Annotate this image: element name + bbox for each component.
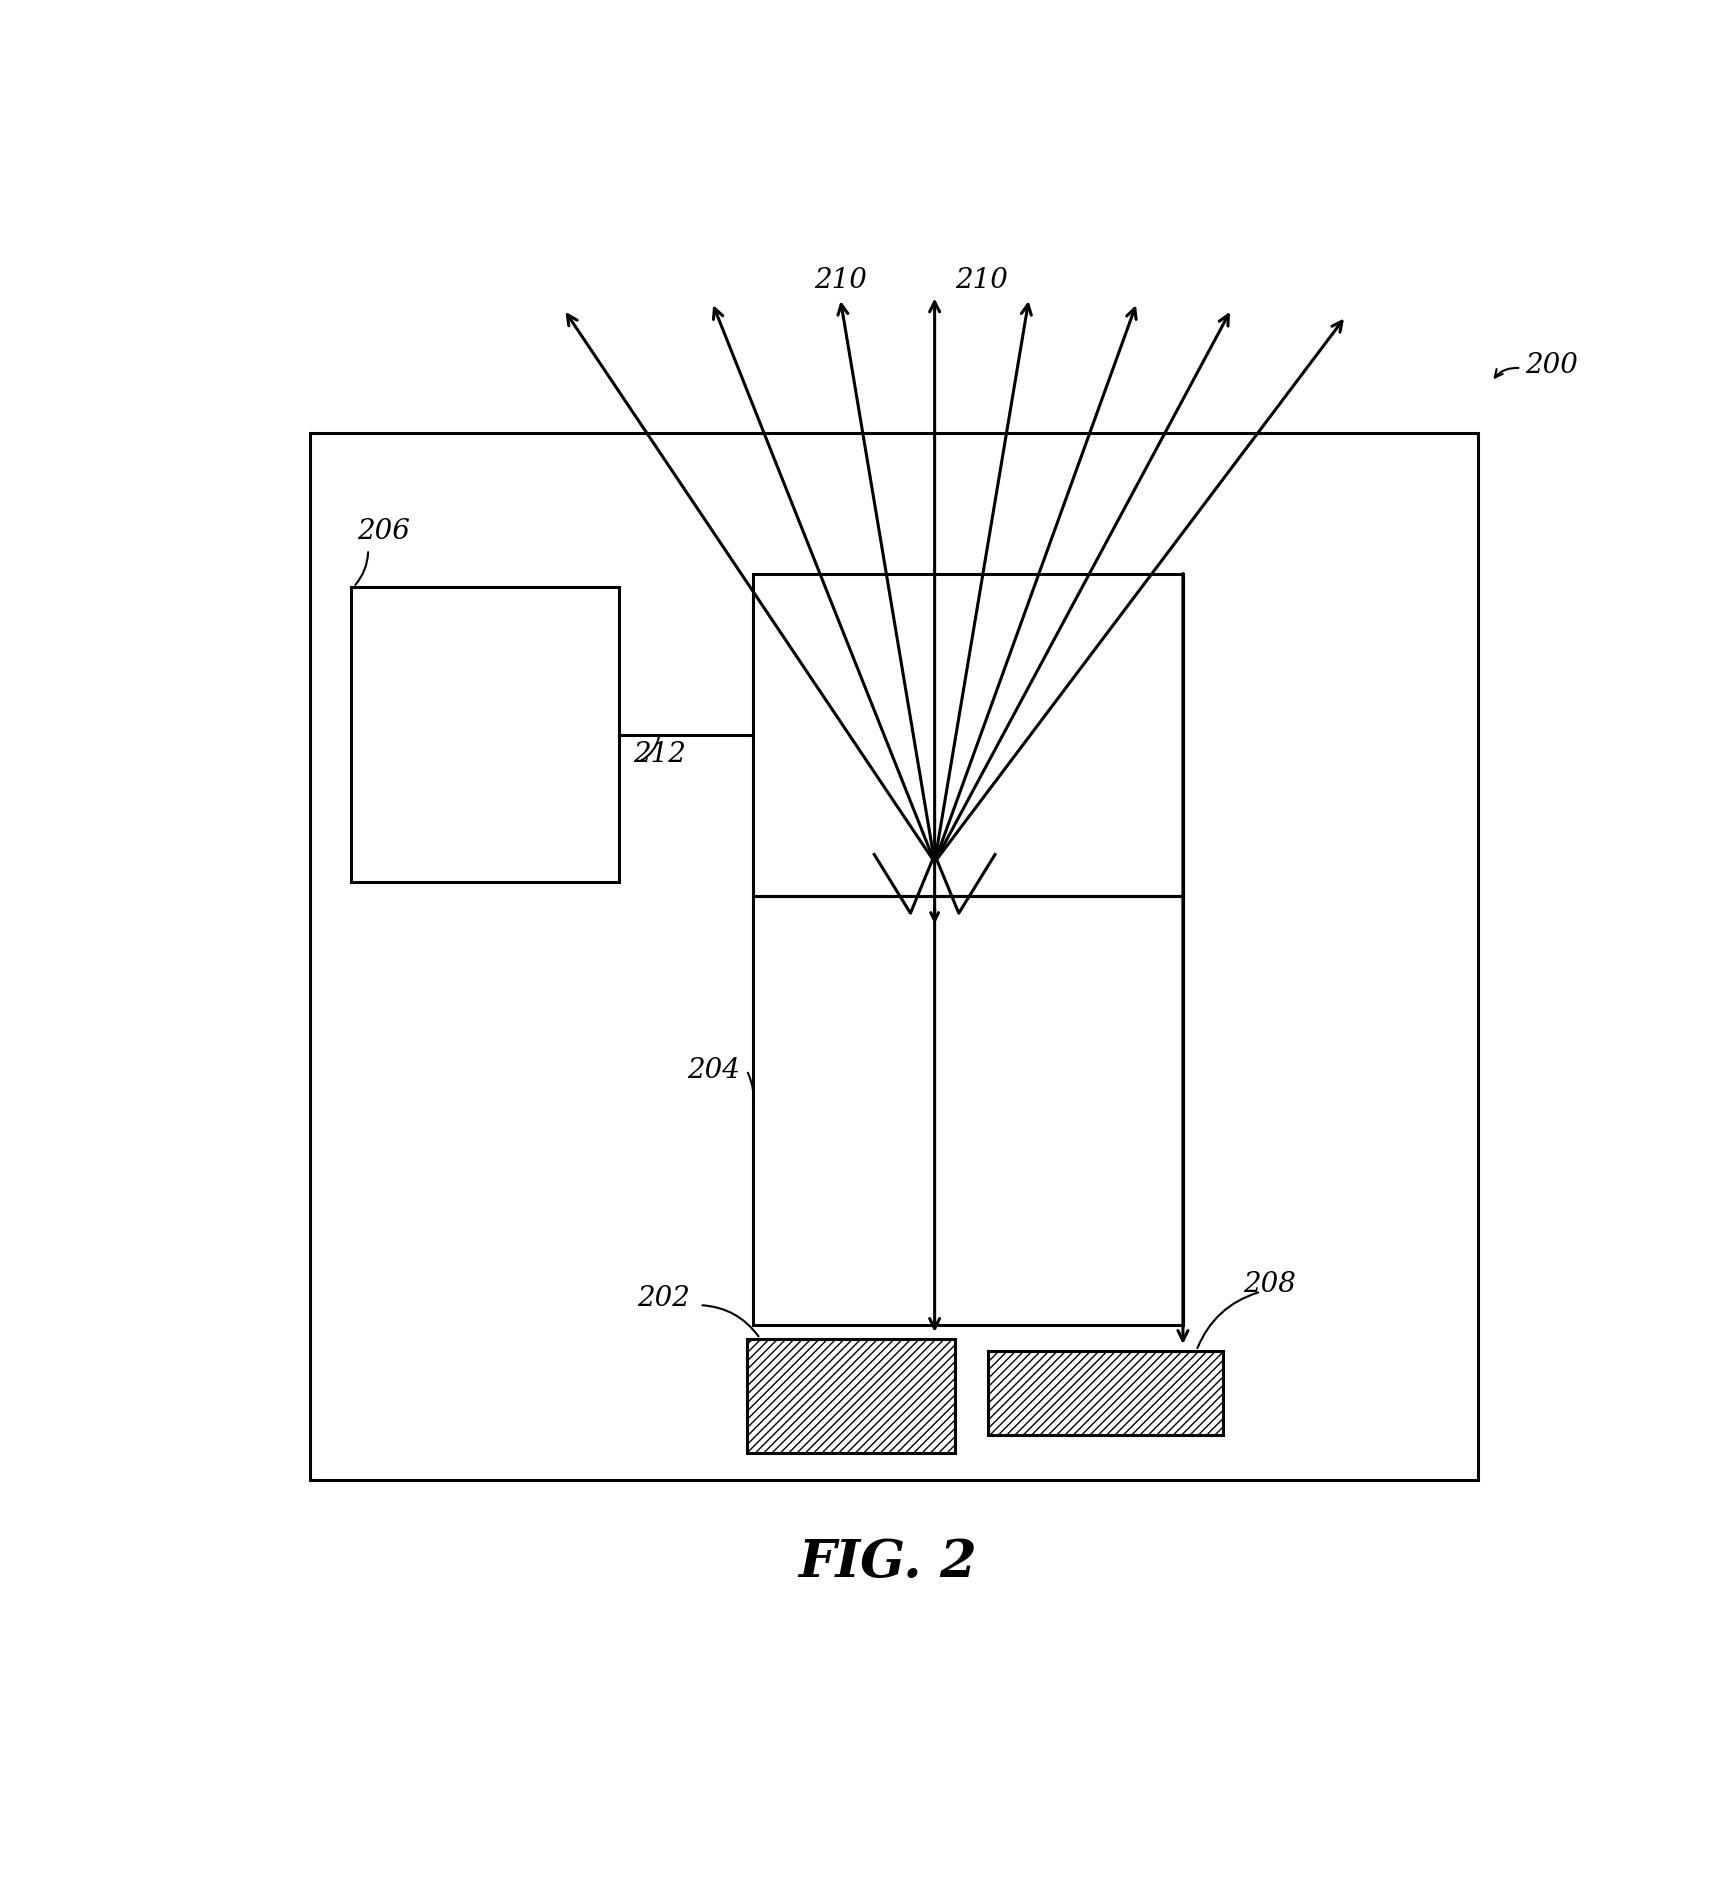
Bar <box>753 895 1183 1325</box>
Bar <box>350 587 620 882</box>
Bar <box>746 1339 954 1453</box>
Text: 212: 212 <box>632 741 686 769</box>
Bar <box>989 1350 1223 1434</box>
Bar <box>753 573 1183 895</box>
Text: FIG. 2: FIG. 2 <box>798 1538 977 1589</box>
Bar <box>310 432 1477 1480</box>
Text: 210: 210 <box>954 267 1008 295</box>
Text: 204: 204 <box>688 1057 740 1083</box>
Text: 208: 208 <box>1244 1271 1296 1299</box>
Text: 202: 202 <box>637 1284 691 1312</box>
Text: 206: 206 <box>357 519 410 545</box>
Text: 200: 200 <box>1526 352 1578 380</box>
Text: 210: 210 <box>814 267 868 295</box>
